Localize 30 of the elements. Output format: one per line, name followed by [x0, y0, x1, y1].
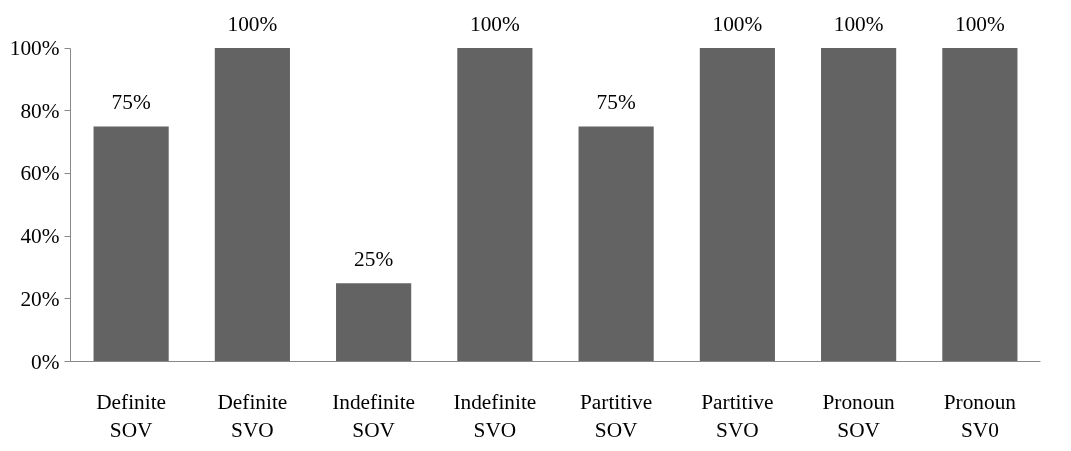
- data-label: 75%: [596, 90, 636, 115]
- x-tick-label: Partitive SVO: [701, 389, 774, 443]
- bar: [93, 126, 169, 362]
- data-label: 100%: [955, 12, 1005, 37]
- data-label: 25%: [354, 247, 394, 272]
- bar: [699, 48, 775, 362]
- bar: [578, 126, 654, 362]
- x-tick-label: Definite SVO: [217, 389, 288, 443]
- data-label: 100%: [470, 12, 520, 37]
- x-tick-label: Pronoun SV0: [943, 389, 1017, 443]
- x-tick-label: Definite SOV: [96, 389, 167, 443]
- data-label: 100%: [712, 12, 763, 37]
- y-tick-label: 20%: [20, 286, 60, 311]
- x-tick-label: Partitive SOV: [579, 389, 653, 443]
- bar: [942, 48, 1018, 362]
- y-tick-label: 0%: [31, 349, 60, 374]
- y-tick-label: 60%: [20, 161, 60, 186]
- bar: [821, 48, 897, 362]
- data-label: 75%: [111, 90, 151, 115]
- data-label: 100%: [227, 12, 278, 37]
- data-label: 100%: [833, 12, 884, 37]
- y-tick-label: 80%: [20, 98, 60, 123]
- bar: [457, 48, 533, 362]
- bar: [336, 283, 412, 362]
- bar: [214, 48, 290, 362]
- x-tick-label: Pronoun SOV: [822, 389, 896, 443]
- y-tick-label: 40%: [20, 224, 60, 249]
- x-tick-label: Indefinite SVO: [453, 389, 537, 443]
- y-tick-label: 100%: [9, 36, 60, 61]
- x-tick-label: Indefinite SOV: [332, 389, 416, 443]
